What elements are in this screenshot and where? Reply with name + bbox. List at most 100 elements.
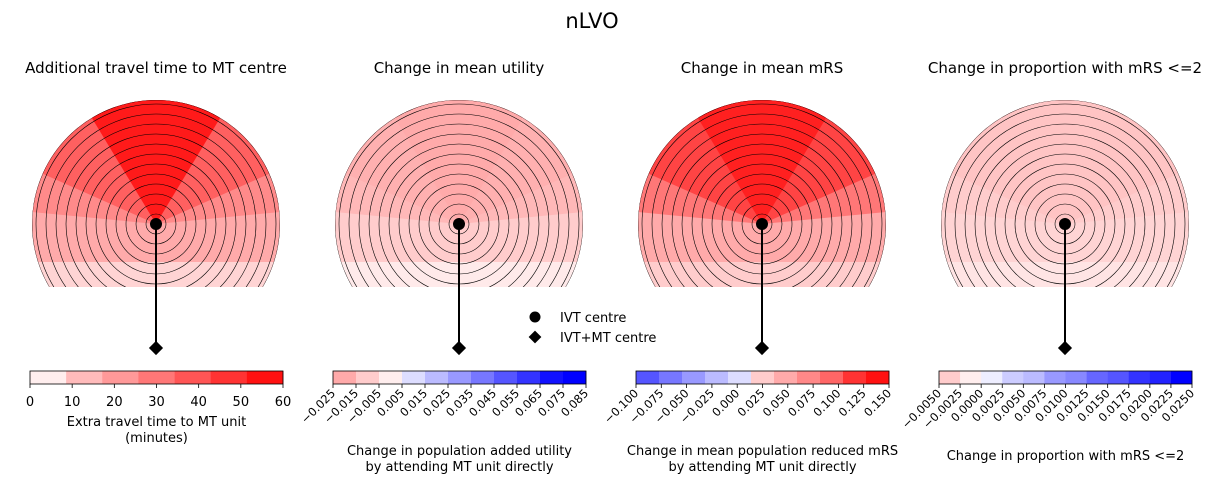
contour-ring (75, 143, 237, 287)
colorbar-swatch (705, 371, 729, 384)
colorbar-tick-label: 20 (106, 395, 123, 410)
mt-centre-marker (451, 340, 467, 356)
colorbar-swatch (379, 371, 403, 384)
contour-ring (984, 143, 1146, 287)
shared-legend: IVT centre IVT+MT centre (528, 311, 656, 346)
contour-ring (338, 103, 580, 287)
colorbar-swatch (246, 371, 284, 384)
contour-ring (661, 123, 863, 287)
colorbar-swatch (820, 371, 844, 384)
colorbar-swatch (66, 371, 103, 384)
legend-mt-marker (528, 330, 542, 344)
colorbar-swatch (1128, 371, 1151, 384)
contour-ring (388, 153, 530, 287)
colorbar-swatch (1065, 371, 1087, 384)
panel-1: Additional travel time to MT centre 0 10 20… (25, 59, 291, 446)
mt-centre-marker (148, 340, 164, 356)
contour-ring (641, 103, 883, 287)
contour-ring (691, 153, 833, 287)
colorbar-swatch (448, 371, 472, 384)
colorbar-tick-label: 0.150 (861, 386, 894, 419)
contour-ring (368, 133, 550, 287)
legend-mt-label: IVT+MT centre (560, 331, 656, 346)
contour-ring (944, 103, 1186, 287)
contour-ring (974, 133, 1156, 287)
contour-ring (85, 153, 227, 287)
colorbar-swatch (30, 371, 67, 384)
colorbar-swatch (1170, 371, 1193, 384)
colorbar-label: by attending MT unit directly (668, 460, 856, 475)
contour-ring (65, 133, 247, 287)
colorbar-swatch (356, 371, 380, 384)
ivt-centre-marker (150, 218, 162, 230)
contour-ring (994, 153, 1136, 287)
colorbar-label: (minutes) (125, 431, 188, 446)
colorbar-swatch (1149, 371, 1172, 384)
contour-ring (35, 103, 277, 287)
colorbar-swatch (494, 371, 518, 384)
colorbar-swatch (471, 371, 495, 384)
colorbar-swatch (960, 371, 982, 384)
colorbar-swatch (797, 371, 821, 384)
contour-ring (358, 123, 560, 287)
colorbar-swatch (682, 371, 706, 384)
colorbar-swatch (402, 371, 426, 384)
colorbar-tick-label: 0.025 (734, 386, 767, 419)
figure-title: nLVO (565, 9, 618, 33)
colorbar-swatch (1002, 371, 1024, 384)
contour-ring (671, 133, 853, 287)
colorbar-tick-label: 50 (233, 395, 250, 410)
contour-ring (378, 143, 540, 287)
colorbar-swatch (174, 371, 212, 384)
panel-title: Change in proportion with mRS <=2 (928, 59, 1202, 77)
colorbar-tick-label: 0.100 (810, 386, 843, 419)
contour-ring (45, 113, 267, 287)
colorbar-swatch (659, 371, 683, 384)
colorbar-swatch (540, 371, 564, 384)
colorbar-swatch (939, 371, 961, 384)
contour-ring (334, 99, 583, 287)
contour-ring (638, 99, 886, 287)
colorbar-swatch (517, 371, 541, 384)
colorbar-tick-label: 30 (148, 395, 165, 410)
contour-ring (55, 123, 257, 287)
colorbar-tick-label: 0.000 (709, 386, 742, 419)
colorbar-tick-label: 0 (26, 395, 34, 410)
colorbar-swatch (751, 371, 775, 384)
contour-ring (348, 113, 570, 287)
colorbar-swatch (774, 371, 798, 384)
colorbar-swatch (1023, 371, 1045, 384)
contour-ring (941, 99, 1189, 287)
mt-centre-marker (754, 340, 770, 356)
panel-4: Change in proportion with mRS <=2−0.0050… (899, 59, 1202, 464)
colorbar-label: Change in proportion with mRS <=2 (947, 449, 1185, 464)
colorbar-swatch (636, 371, 660, 384)
ivt-centre-marker (453, 218, 465, 230)
colorbar-swatch (1086, 371, 1108, 384)
colorbar-tick-label: 0.125 (836, 386, 869, 419)
contour-ring (31, 99, 280, 287)
contour-ring (964, 123, 1166, 287)
ivt-centre-marker (756, 218, 768, 230)
panel-title: Additional travel time to MT centre (25, 59, 287, 77)
colorbar-tick-label: 0.050 (760, 386, 793, 419)
panel-3: Change in mean mRS−0.100−0.075−0.050−0.0… (601, 59, 898, 475)
colorbar-swatch (981, 371, 1003, 384)
contour-ring (954, 113, 1176, 287)
colorbar-swatch (210, 371, 248, 384)
contour-ring (681, 143, 843, 287)
colorbar-tick-label: 40 (190, 395, 207, 410)
colorbar-tick-label: 10 (64, 395, 81, 410)
colorbar-swatch (425, 371, 449, 384)
legend-ivt-marker (529, 311, 541, 323)
legend-ivt-label: IVT centre (560, 311, 626, 326)
panel-title: Change in mean utility (374, 59, 545, 77)
panel-2: Change in mean utility−0.025−0.015−0.005… (298, 59, 591, 475)
panel-title: Change in mean mRS (681, 59, 844, 77)
colorbar-label: Change in population added utility (347, 444, 572, 459)
colorbar-swatch (102, 371, 139, 384)
mt-centre-marker (1057, 340, 1073, 356)
colorbar-swatch (138, 371, 175, 384)
colorbar-swatch (728, 371, 752, 384)
